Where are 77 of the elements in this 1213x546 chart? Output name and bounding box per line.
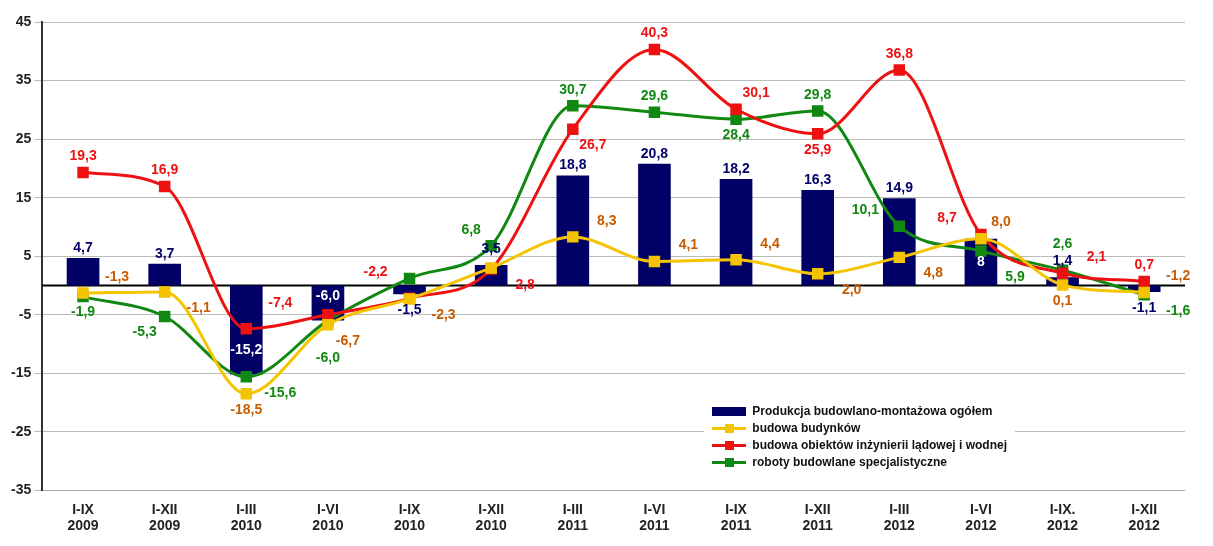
data-label: 16,9 (151, 161, 179, 178)
data-label: -1,9 (70, 303, 96, 320)
data-label: -1,6 (1166, 301, 1191, 318)
data-label: -15,6 (264, 383, 297, 400)
data-label: 4,4 (760, 234, 780, 251)
data-label: 3,7 (154, 244, 175, 261)
x-tick-label: I-IX 2009 (67, 500, 99, 534)
x-tick-label: I-IX 2010 (393, 500, 426, 534)
x-tick-label: I-III 2012 (883, 500, 916, 534)
x-tick-label: I-XII 2012 (1128, 500, 1160, 534)
data-label: 16,3 (804, 170, 832, 187)
legend-label: budowa budynków (752, 421, 861, 435)
data-label: 5,9 (1005, 267, 1025, 284)
data-label: 29,8 (804, 85, 832, 102)
data-label: -18,5 (230, 400, 263, 417)
x-tick-label: I-IX. 2012 (1046, 500, 1079, 534)
data-label: -2,3 (431, 305, 456, 322)
x-tick-label: I-III 2011 (557, 500, 589, 534)
data-label: -6,7 (335, 331, 361, 348)
data-label: 8,7 (937, 209, 957, 226)
data-label: 0,1 (1052, 291, 1073, 308)
data-label: 25,9 (804, 140, 832, 157)
x-tick-label: I-III 2010 (230, 500, 263, 534)
data-label: 29,6 (640, 87, 669, 104)
data-label: 36,8 (885, 44, 914, 61)
data-label: -2,2 (363, 263, 388, 280)
data-label: -6,0 (315, 287, 341, 304)
data-label: -5,3 (132, 323, 157, 340)
x-tick-label: I-VI 2012 (965, 500, 997, 534)
x-tick-label: I-VI 2011 (639, 500, 670, 534)
data-label: -1,1 (186, 298, 211, 315)
legend-label: budowa obiektów inżynierii lądowej i wodnej (752, 438, 1007, 452)
data-label: -6,0 (315, 349, 341, 366)
data-label: -1,1 (1132, 298, 1157, 315)
data-label: -7,4 (268, 293, 293, 310)
x-tick-label: I-XII 2009 (149, 500, 181, 534)
y-tick-label: -25 (11, 422, 32, 439)
data-label: 2,6 (1052, 235, 1073, 252)
data-label: 4,8 (923, 264, 944, 281)
data-label: -1,5 (397, 301, 422, 318)
legend-label: Produkcja budowlano-montażowa ogółem (752, 404, 993, 418)
data-label: 0,7 (1134, 256, 1155, 273)
data-label: -15,2 (230, 341, 263, 358)
data-label: 28,4 (722, 126, 750, 143)
y-tick-label: 5 (23, 247, 32, 264)
data-label: 1,4 (1052, 252, 1073, 269)
data-label: 30,7 (559, 80, 587, 97)
data-label: -1,2 (1166, 267, 1191, 284)
data-label: 40,3 (640, 24, 669, 41)
data-label: 26,7 (579, 136, 607, 153)
y-tick-label: 15 (15, 188, 32, 205)
data-label: 4,1 (678, 236, 699, 253)
data-label: 8 (977, 253, 986, 270)
y-tick-label: -35 (11, 481, 32, 498)
data-label: 14,9 (885, 179, 914, 196)
data-label: 30,1 (742, 84, 770, 101)
data-label: 10,1 (851, 201, 880, 218)
y-tick-label: 35 (15, 71, 32, 88)
y-tick-label: -15 (11, 364, 32, 381)
data-label: 2,1 (1086, 248, 1107, 265)
legend-label: roboty budowlane specjalistyczne (752, 455, 948, 469)
data-label: 18,8 (559, 156, 587, 173)
data-label: 8,3 (597, 211, 617, 228)
y-tick-label: 25 (15, 129, 32, 146)
x-tick-label: I-IX 2011 (720, 500, 752, 534)
data-label: 20,8 (640, 144, 669, 161)
x-tick-label: I-XII 2010 (475, 500, 507, 534)
data-label: 18,2 (722, 159, 750, 176)
data-label: 6,8 (461, 220, 482, 237)
y-tick-label: 45 (15, 12, 32, 29)
data-label: 19,3 (69, 147, 97, 164)
x-tick-label: I-VI 2010 (312, 500, 344, 534)
data-label: 8,0 (991, 213, 1011, 230)
data-label: 4,7 (73, 238, 93, 255)
y-tick-label: -5 (18, 305, 32, 322)
x-tick-label: I-XII 2011 (802, 500, 834, 534)
data-label: -1,3 (104, 267, 130, 284)
